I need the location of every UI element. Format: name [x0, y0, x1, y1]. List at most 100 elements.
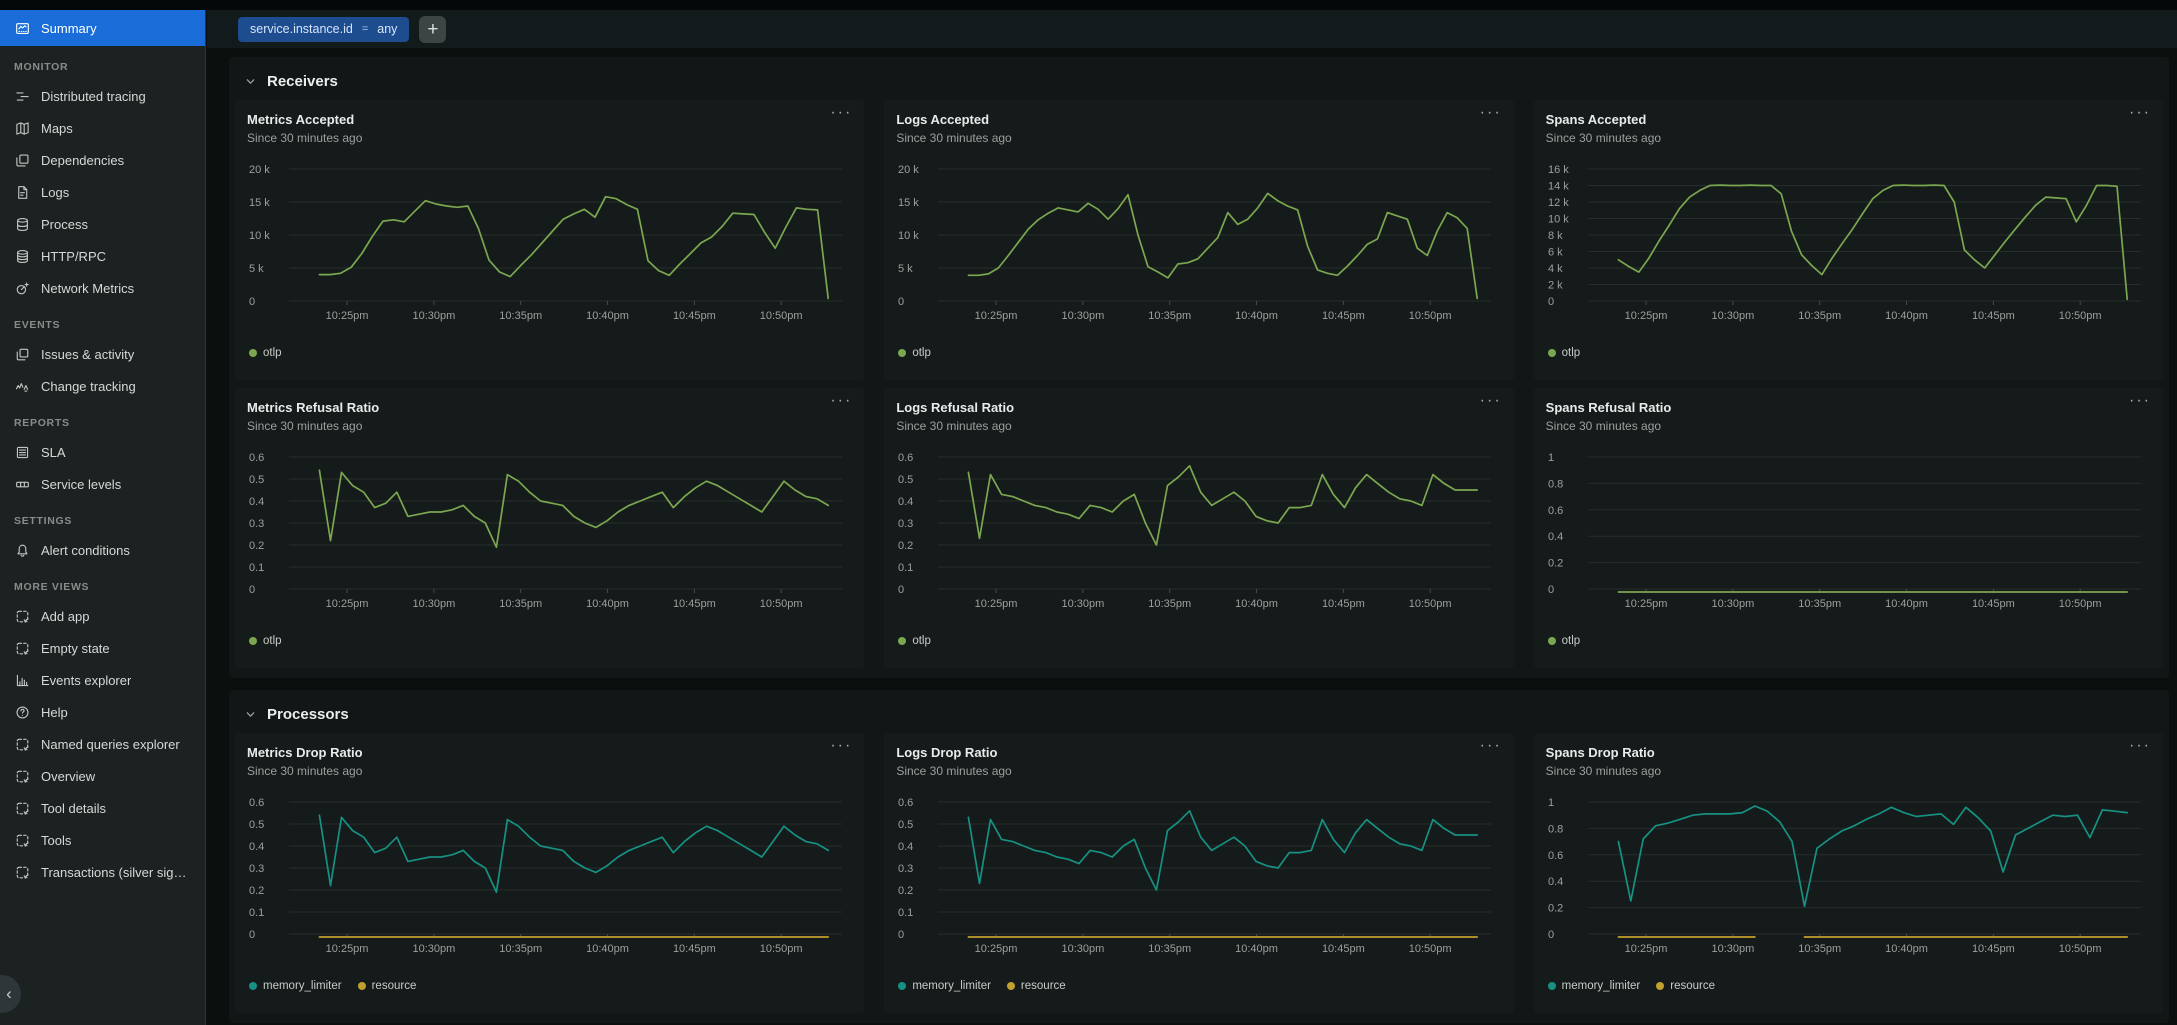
- svg-text:10:40pm: 10:40pm: [1885, 598, 1928, 610]
- chevron-left-icon: ‹: [6, 984, 12, 1003]
- sidebar-item-sla[interactable]: SLA: [0, 436, 205, 468]
- sidebar-item-distributed-tracing[interactable]: Distributed tracing: [0, 80, 205, 112]
- chart-legend: otlp: [896, 633, 1501, 651]
- filter-chip-key: service.instance.id: [250, 22, 353, 36]
- chart-card-logs-drop-ratio: Logs Drop Ratio Since 30 minutes ago ··· 0.…: [884, 733, 1514, 1013]
- chart-subtitle: Since 30 minutes ago: [247, 131, 363, 145]
- svg-text:10:40pm: 10:40pm: [1235, 943, 1278, 955]
- db2-icon: [14, 248, 30, 264]
- more-menu-icon[interactable]: ···: [830, 392, 853, 409]
- more-menu-icon[interactable]: ···: [2129, 392, 2151, 409]
- sidebar-item-process[interactable]: Process: [0, 208, 205, 240]
- sidebar-item-events-explorer[interactable]: Events explorer: [0, 664, 205, 696]
- sidebar-section-header-monitor: MONITOR: [14, 61, 69, 73]
- svg-text:0: 0: [249, 296, 255, 308]
- sidebar-item-named-queries-explorer[interactable]: Named queries explorer: [0, 728, 205, 760]
- more-menu-icon[interactable]: ···: [830, 737, 853, 754]
- legend-item-otlp[interactable]: otlp: [898, 347, 931, 359]
- svg-text:0.8: 0.8: [1548, 823, 1563, 835]
- sidebar-item-help[interactable]: Help: [0, 696, 205, 728]
- dashed-app-icon: [14, 640, 30, 656]
- chart-legend: otlp: [1546, 633, 2151, 651]
- more-menu-icon[interactable]: ···: [1479, 104, 1502, 121]
- sidebar-item-issues-activity[interactable]: Issues & activity: [0, 338, 205, 370]
- sidebar-item-service-levels[interactable]: Service levels: [0, 468, 205, 500]
- legend-item-memory-limiter[interactable]: memory_limiter: [898, 980, 991, 992]
- legend-label: memory_limiter: [1561, 980, 1641, 992]
- legend-item-otlp[interactable]: otlp: [249, 347, 282, 359]
- svg-text:15 k: 15 k: [249, 197, 270, 209]
- svg-text:0.2: 0.2: [898, 885, 913, 897]
- svg-text:10:45pm: 10:45pm: [1322, 310, 1365, 322]
- sidebar-collapse-button[interactable]: ‹: [0, 975, 21, 1013]
- chevron-down-icon[interactable]: [245, 76, 256, 87]
- legend-item-otlp[interactable]: otlp: [1547, 347, 1580, 359]
- chevron-down-icon[interactable]: [245, 709, 256, 720]
- legend-label: memory_limiter: [263, 980, 342, 992]
- svg-text:0: 0: [249, 929, 255, 941]
- legend-item-memory-limiter[interactable]: memory_limiter: [1547, 980, 1641, 992]
- svg-text:0: 0: [1548, 929, 1554, 941]
- svg-text:0.5: 0.5: [898, 819, 913, 831]
- svg-text:0.1: 0.1: [249, 907, 264, 919]
- legend-item-otlp[interactable]: otlp: [1547, 635, 1580, 647]
- sidebar-item-empty-state[interactable]: Empty state: [0, 632, 205, 664]
- svg-text:10:35pm: 10:35pm: [499, 310, 542, 322]
- filter-toolbar: service.instance.id = any +: [207, 10, 2177, 48]
- sidebar-item-http-rpc[interactable]: HTTP/RPC: [0, 240, 205, 272]
- sidebar-item-dependencies[interactable]: Dependencies: [0, 144, 205, 176]
- svg-text:10:45pm: 10:45pm: [1972, 943, 2015, 955]
- svg-text:10:50pm: 10:50pm: [1409, 943, 1452, 955]
- legend-dot: [1006, 982, 1015, 990]
- sidebar-section-header-events: EVENTS: [14, 319, 61, 331]
- filter-chip[interactable]: service.instance.id = any: [238, 16, 410, 42]
- svg-text:0.5: 0.5: [249, 474, 264, 486]
- sidebar-item-logs[interactable]: Logs: [0, 176, 205, 208]
- legend-label: otlp: [263, 347, 282, 359]
- svg-text:5 k: 5 k: [249, 263, 264, 275]
- more-menu-icon[interactable]: ···: [1479, 392, 1502, 409]
- sidebar-item-maps[interactable]: Maps: [0, 112, 205, 144]
- more-menu-icon[interactable]: ···: [2129, 737, 2151, 754]
- sidebar-item-add-app[interactable]: Add app: [0, 600, 205, 632]
- legend-item-resource[interactable]: resource: [357, 980, 416, 992]
- chart-subtitle: Since 30 minutes ago: [1545, 131, 1662, 145]
- sidebar-item-network-metrics[interactable]: Network Metrics: [0, 272, 205, 304]
- section-receivers: Receivers Metrics Accepted Since 30 minute…: [229, 57, 2169, 678]
- sla-icon: [14, 444, 30, 460]
- sidebar-item-tool-details[interactable]: Tool details: [0, 792, 205, 824]
- legend-item-resource[interactable]: resource: [1656, 980, 1715, 992]
- sidebar-item-change-tracking[interactable]: Change tracking: [0, 370, 205, 402]
- chart-title: Metrics Drop Ratio: [247, 745, 363, 760]
- sidebar-section-header-settings: SETTINGS: [14, 515, 73, 527]
- sidebar-item-transactions-silver-sign[interactable]: Transactions (silver sign...: [0, 856, 205, 888]
- svg-text:10:35pm: 10:35pm: [1149, 943, 1192, 955]
- legend-item-memory-limiter[interactable]: memory_limiter: [249, 980, 342, 992]
- svg-text:10:45pm: 10:45pm: [1322, 598, 1365, 610]
- more-menu-icon[interactable]: ···: [830, 104, 853, 121]
- svg-text:0.2: 0.2: [249, 540, 264, 552]
- legend-item-otlp[interactable]: otlp: [898, 635, 931, 647]
- sidebar-item-alert-conditions[interactable]: Alert conditions: [0, 534, 205, 566]
- add-filter-button[interactable]: +: [419, 15, 447, 43]
- legend-item-otlp[interactable]: otlp: [249, 635, 282, 647]
- chart-legend: memory_limiter resource: [247, 978, 852, 996]
- sidebar-item-tools[interactable]: Tools: [0, 824, 205, 856]
- svg-text:10:50pm: 10:50pm: [760, 598, 803, 610]
- sidebar-item-summary[interactable]: Summary: [0, 10, 205, 46]
- svg-text:0.4: 0.4: [249, 496, 264, 508]
- svg-text:10:25pm: 10:25pm: [326, 598, 369, 610]
- sidebar-item-label: Help: [41, 704, 68, 720]
- more-menu-icon[interactable]: ···: [2129, 104, 2151, 121]
- svg-text:10:50pm: 10:50pm: [2058, 943, 2101, 955]
- chart-legend: otlp: [247, 345, 852, 363]
- svg-text:6 k: 6 k: [1548, 247, 1563, 259]
- svg-text:10:35pm: 10:35pm: [1798, 310, 1841, 322]
- sidebar-item-overview[interactable]: Overview: [0, 760, 205, 792]
- layers-icon: [14, 152, 30, 168]
- chart-legend: otlp: [247, 633, 852, 651]
- more-menu-icon[interactable]: ···: [1479, 737, 1502, 754]
- svg-text:10:45pm: 10:45pm: [673, 598, 716, 610]
- legend-item-resource[interactable]: resource: [1006, 980, 1066, 992]
- chart-canvas: 1 0.8 0.6 0.4 0.2 0 10:25pm 10:30pm 10:35pm 10:40…: [1548, 797, 2141, 955]
